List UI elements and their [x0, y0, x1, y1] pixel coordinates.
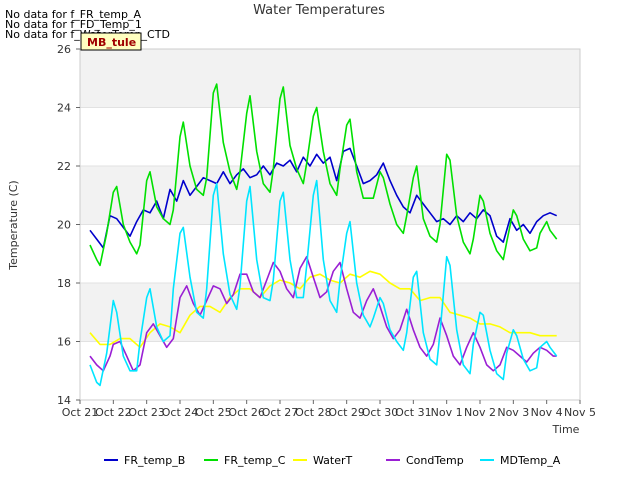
x-tick-label: Nov 1 — [431, 406, 463, 419]
legend-label-FR_temp_C: FR_temp_C — [224, 454, 286, 467]
x-tick-label: Nov 4 — [531, 406, 563, 419]
y-axis-ticks: 14 16 18 20 22 24 26 — [57, 43, 80, 407]
legend-label-FR_temp_B: FR_temp_B — [124, 454, 185, 467]
x-tick-label: Oct 27 — [262, 406, 299, 419]
x-tick-label: Oct 29 — [328, 406, 365, 419]
x-tick-label: Nov 2 — [464, 406, 496, 419]
series-line-MDTemp_A — [89, 179, 558, 387]
y-tick-label: 26 — [57, 43, 71, 56]
x-tick-label: Oct 22 — [95, 406, 132, 419]
grid-band — [80, 49, 580, 108]
x-tick-label: Nov 3 — [497, 406, 529, 419]
x-tick-label: Nov 5 — [564, 406, 596, 419]
x-tick-label: Oct 23 — [128, 406, 165, 419]
legend-label-MDTemp_A: MDTemp_A — [500, 454, 561, 467]
x-tick-label: Oct 28 — [295, 406, 332, 419]
x-tick-label: Oct 31 — [395, 406, 432, 419]
y-tick-label: 20 — [57, 219, 71, 232]
y-tick-label: 18 — [57, 277, 71, 290]
y-tick-label: 24 — [57, 102, 71, 115]
legend-label-WaterT: WaterT — [313, 454, 353, 467]
grid-bands — [80, 49, 580, 400]
series-layer — [89, 83, 558, 387]
chart-title: Water Temperatures — [253, 3, 385, 18]
grid-band — [80, 283, 580, 342]
x-axis-label: Time — [552, 423, 580, 436]
y-tick-label: 22 — [57, 160, 71, 173]
series-line-WaterT — [89, 270, 557, 349]
x-tick-label: Oct 24 — [162, 406, 199, 419]
x-tick-label: Oct 25 — [195, 406, 232, 419]
series-line-FR_temp_B — [89, 147, 558, 249]
y-tick-label: 14 — [57, 394, 71, 407]
annotation-box — [80, 32, 142, 51]
legend-label-CondTemp: CondTemp — [406, 454, 464, 467]
no-data-message-1: No data for f_FR_temp_A — [5, 8, 141, 21]
y-tick-label: 16 — [57, 336, 71, 349]
series-line-CondTemp — [89, 255, 557, 372]
x-tick-label: Oct 26 — [228, 406, 265, 419]
legend: FR_temp_B FR_temp_C WaterT CondTemp MDTemp_A — [104, 454, 561, 467]
no-data-message-2: No data for f_FD_Temp_1 — [5, 18, 142, 31]
grid-band — [80, 107, 580, 166]
series-line-FR_temp_C — [89, 83, 558, 267]
annotation-label: MB_tule — [87, 36, 136, 49]
x-tick-label: Oct 21 — [62, 406, 99, 419]
x-tick-label: Oct 30 — [362, 406, 399, 419]
y-axis-label: Temperature (C) — [7, 180, 20, 270]
grid-band — [80, 166, 580, 225]
